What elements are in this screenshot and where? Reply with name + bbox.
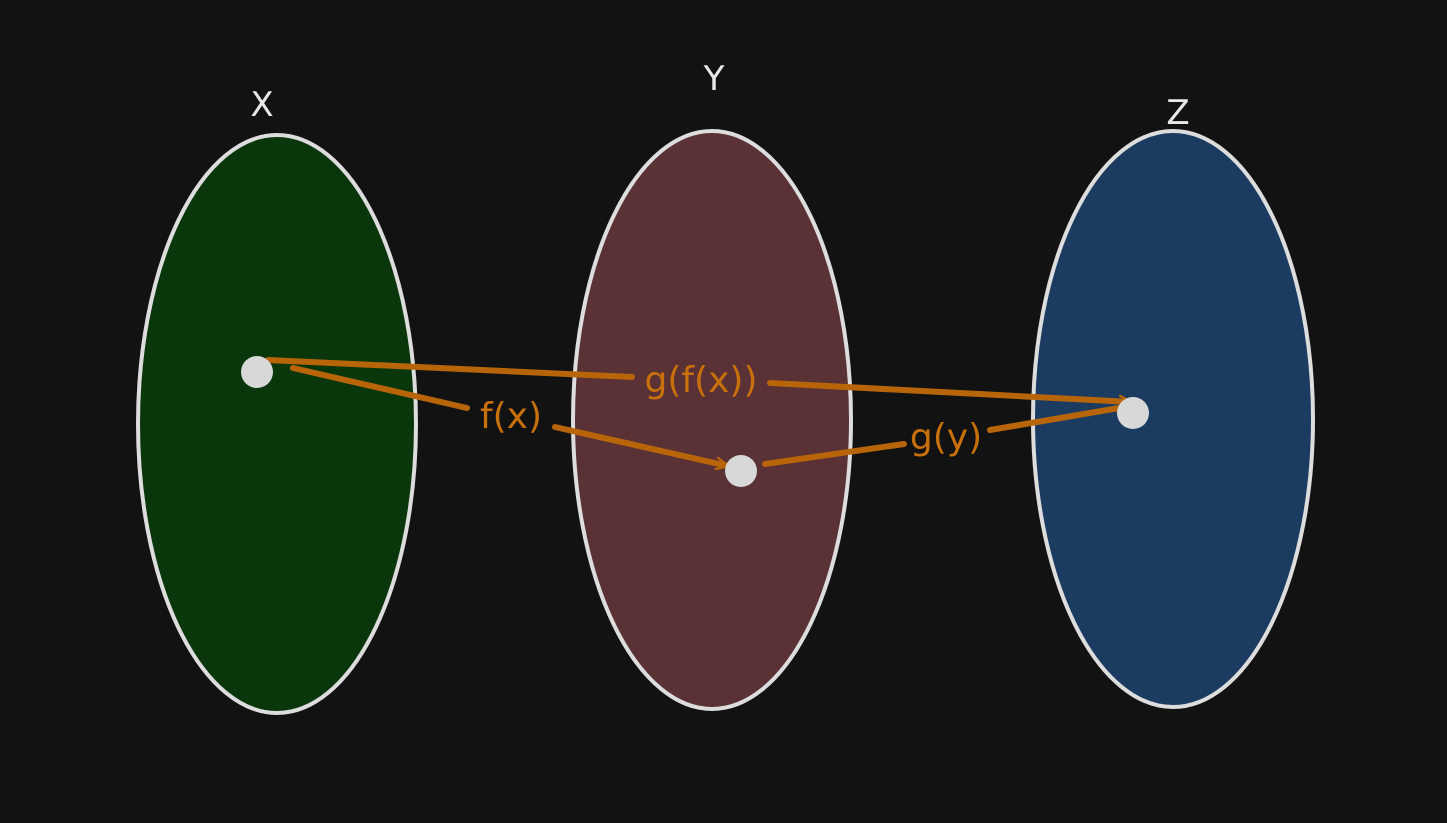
set-x-ellipse — [138, 135, 416, 713]
set-x-label: X — [250, 85, 273, 125]
point-y — [725, 455, 757, 487]
arrow-gf-label: g(f(x)) — [644, 360, 757, 401]
arrow-f-label: f(x) — [480, 396, 542, 437]
arrow-g-label: g(y) — [910, 417, 982, 458]
point-x — [241, 356, 273, 388]
set-y-label: Y — [703, 59, 725, 99]
set-z-ellipse — [1033, 131, 1313, 707]
set-z-label: Z — [1166, 93, 1189, 133]
set-y-ellipse — [573, 131, 851, 709]
point-z — [1117, 397, 1149, 429]
